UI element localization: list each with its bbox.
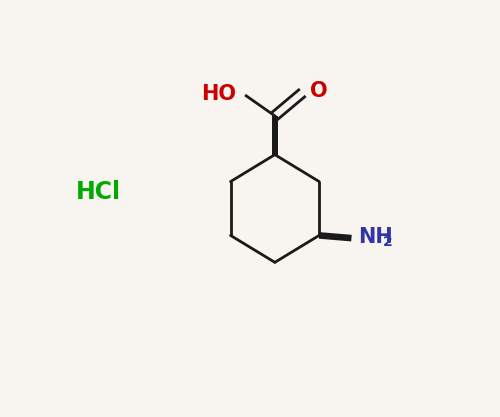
Text: 2: 2 <box>384 235 393 249</box>
Text: HO: HO <box>201 84 236 104</box>
Text: O: O <box>310 81 328 101</box>
Text: HCl: HCl <box>76 180 121 204</box>
Text: NH: NH <box>358 227 392 247</box>
Polygon shape <box>319 232 352 241</box>
Polygon shape <box>272 116 278 155</box>
